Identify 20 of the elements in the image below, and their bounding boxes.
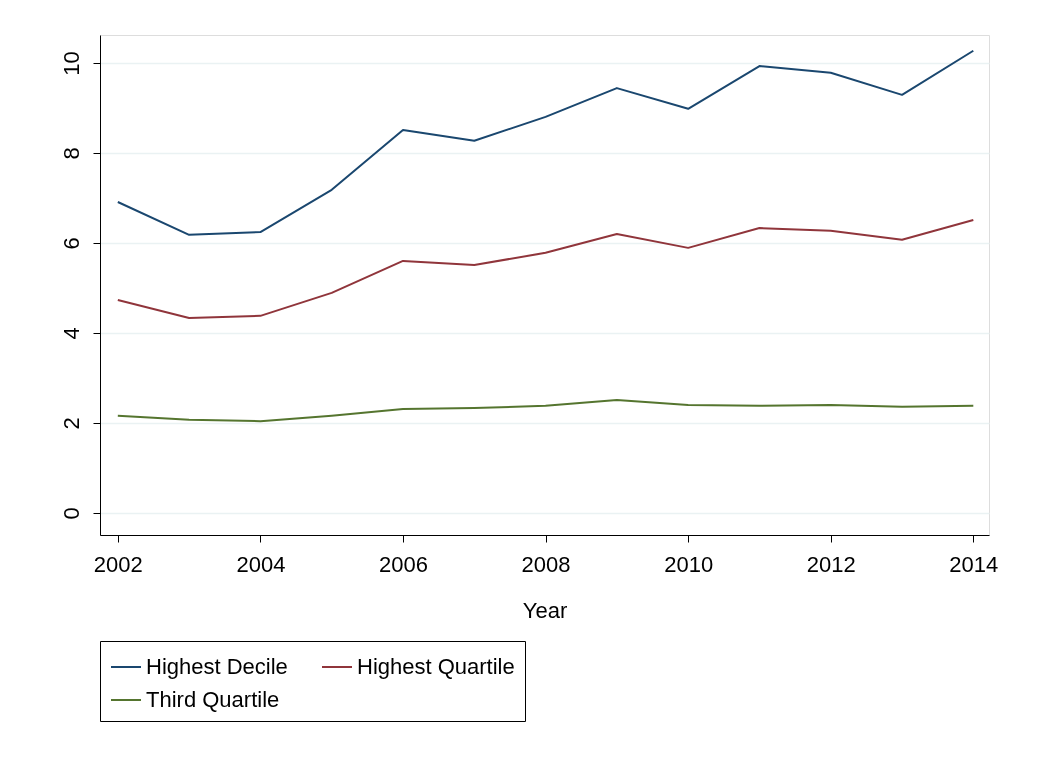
x-tick-label: 2012 <box>806 551 856 577</box>
y-tick-label: 6 <box>58 237 84 250</box>
y-tick-label: 10 <box>58 51 84 76</box>
x-axis-title: Year <box>522 597 568 623</box>
y-tick-label: 8 <box>58 147 84 160</box>
x-tick-label: 2002 <box>93 551 143 577</box>
line-series <box>116 398 975 423</box>
line-series <box>116 49 975 236</box>
y-tick-label: 4 <box>58 327 84 340</box>
x-tick-label: 2004 <box>236 551 286 577</box>
x-tick-label: 2014 <box>949 551 999 577</box>
legend-label: Highest Decile <box>146 654 288 679</box>
legend-label: Third Quartile <box>146 687 280 712</box>
x-tick-label: 2008 <box>521 551 571 577</box>
line-series <box>116 218 975 320</box>
y-tick-label: 2 <box>58 417 84 430</box>
legend-label: Highest Quartile <box>357 654 515 679</box>
y-tick-label: 0 <box>58 507 84 520</box>
x-tick-label: 2006 <box>379 551 428 577</box>
x-tick-label: 2010 <box>664 551 714 577</box>
